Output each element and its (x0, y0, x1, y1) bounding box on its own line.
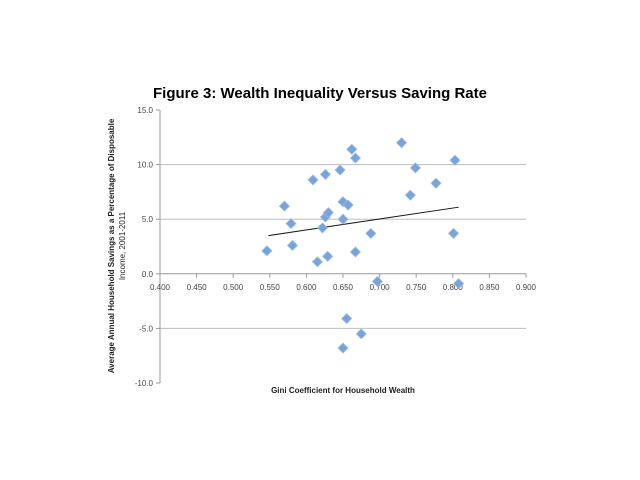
y-tick-label: -10.0 (135, 379, 154, 388)
y-tick-label: -5.0 (139, 324, 153, 333)
data-point (316, 222, 329, 234)
x-tick-label: 0.850 (479, 283, 500, 292)
data-point (449, 154, 461, 166)
data-point (319, 168, 331, 180)
trendline (268, 206, 459, 237)
data-point (334, 164, 346, 176)
data-point (341, 313, 353, 325)
data-point (322, 207, 334, 219)
x-tick-label: 0.650 (333, 283, 354, 292)
data-point (311, 256, 323, 268)
data-point (447, 227, 460, 239)
y-axis-label-line1: Average Annual Household Savings as a Pe… (107, 118, 116, 373)
data-point (285, 218, 297, 230)
data-point (322, 250, 334, 262)
data-point (365, 227, 377, 239)
x-tick-label: 0.400 (150, 283, 171, 292)
data-point (349, 152, 362, 164)
data-point (342, 199, 354, 211)
data-point (371, 275, 383, 288)
y-tick-label: 15.0 (137, 106, 153, 115)
data-point (453, 278, 465, 290)
data-point (261, 245, 273, 257)
data-point (430, 177, 442, 189)
data-point (409, 162, 422, 174)
x-axis-label: Gini Coefficient for Household Wealth (271, 386, 415, 395)
x-tick-label: 0.500 (223, 283, 244, 292)
data-point (355, 328, 367, 340)
x-tick-label: 0.700 (370, 283, 391, 292)
data-point (278, 200, 291, 212)
data-point (307, 174, 319, 186)
y-axis-label-line2: Income, 2001-2011 (118, 211, 127, 280)
x-tick-label: 0.600 (296, 283, 317, 292)
data-point (286, 239, 299, 251)
chart-title: Figure 3: Wealth Inequality Versus Savin… (153, 85, 487, 102)
data-point (337, 213, 349, 225)
data-point (346, 143, 358, 155)
x-tick-label: 0.900 (516, 283, 537, 292)
x-tick-label: 0.800 (443, 283, 464, 292)
data-point (337, 342, 349, 354)
x-tick-label: 0.450 (187, 283, 208, 292)
data-point (349, 246, 362, 258)
data-point (395, 137, 408, 149)
x-tick-label: 0.750 (406, 283, 427, 292)
x-tick-label: 0.550 (260, 283, 281, 292)
data-point (404, 189, 416, 201)
y-tick-label: 5.0 (142, 215, 154, 224)
y-tick-label: 10.0 (137, 161, 153, 170)
y-tick-label: 0.0 (142, 270, 154, 279)
